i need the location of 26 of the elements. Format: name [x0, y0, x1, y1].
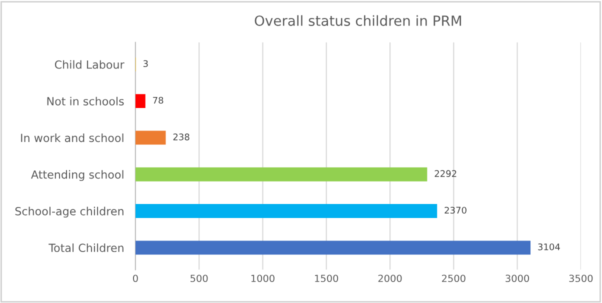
x-tick-label: 1500	[315, 274, 338, 282]
bar	[135, 130, 166, 145]
y-tick-label: Not in schools	[47, 96, 124, 106]
data-label: 3104	[538, 243, 560, 250]
bar	[135, 204, 438, 218]
y-tick-label: Total Children	[48, 243, 124, 252]
x-tick-label: 3500	[569, 274, 593, 282]
y-tick-label: In work and school	[21, 133, 124, 142]
data-label: 3	[143, 60, 148, 68]
bar	[135, 240, 531, 255]
x-tick-label: 3000	[506, 274, 530, 282]
x-tick-label: 500	[190, 274, 208, 282]
x-tick-label: 0	[133, 274, 138, 282]
chart-title: Overall status children in PRM	[254, 15, 462, 26]
bar	[135, 94, 146, 108]
bar	[135, 167, 428, 182]
data-label: 78	[153, 96, 164, 104]
x-tick-label: 2000	[378, 274, 402, 282]
y-tick-label: Attending school	[31, 170, 124, 181]
y-tick-label: Child Labour	[54, 60, 124, 69]
x-tick-label: 1000	[251, 274, 274, 282]
data-label: 238	[173, 134, 190, 140]
data-label: 2370	[444, 206, 466, 214]
x-tick-label: 2500	[442, 274, 466, 282]
data-label: 2292	[434, 170, 456, 177]
y-tick-label: School-age children	[15, 206, 124, 218]
